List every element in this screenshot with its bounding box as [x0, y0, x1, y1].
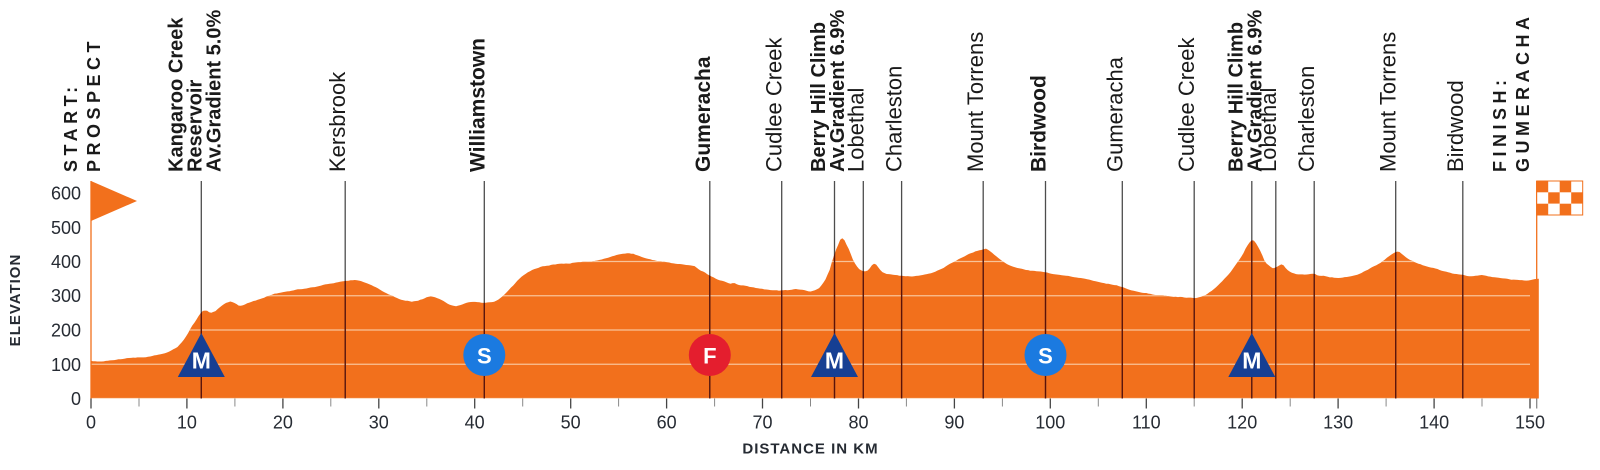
- svg-text:S: S: [1038, 344, 1053, 369]
- svg-text:Lobethal: Lobethal: [1256, 88, 1281, 172]
- svg-text:Mount Torrens: Mount Torrens: [963, 32, 988, 172]
- svg-text:200: 200: [51, 321, 81, 341]
- svg-text:GUMERACHA: GUMERACHA: [1513, 13, 1533, 173]
- svg-text:140: 140: [1419, 413, 1449, 433]
- svg-text:30: 30: [369, 413, 389, 433]
- svg-text:F: F: [703, 344, 716, 369]
- svg-text:110: 110: [1132, 413, 1161, 433]
- svg-text:40: 40: [465, 413, 485, 433]
- svg-text:Cudlee Creek: Cudlee Creek: [762, 36, 787, 172]
- svg-text:100: 100: [1035, 413, 1065, 433]
- svg-text:100: 100: [51, 355, 81, 375]
- svg-text:Charleston: Charleston: [1294, 66, 1319, 172]
- svg-text:0: 0: [86, 413, 96, 433]
- svg-text:Av.Gradient 5.0%: Av.Gradient 5.0%: [203, 10, 225, 172]
- svg-text:20: 20: [273, 413, 293, 433]
- svg-text:Mount Torrens: Mount Torrens: [1376, 32, 1401, 172]
- svg-text:Williamstown: Williamstown: [466, 38, 489, 172]
- svg-text:M: M: [192, 348, 211, 374]
- svg-text:M: M: [825, 348, 844, 374]
- svg-text:150: 150: [1515, 413, 1545, 433]
- svg-text:Birdwood: Birdwood: [1443, 80, 1468, 172]
- svg-text:0: 0: [71, 389, 81, 409]
- svg-text:90: 90: [944, 413, 964, 433]
- svg-text:Charleston: Charleston: [882, 66, 907, 172]
- svg-text:600: 600: [51, 184, 81, 204]
- svg-text:START:: START:: [61, 82, 81, 172]
- svg-text:50: 50: [561, 413, 581, 433]
- svg-text:ELEVATION: ELEVATION: [7, 254, 24, 347]
- svg-text:S: S: [477, 344, 492, 369]
- svg-text:400: 400: [51, 252, 81, 272]
- svg-text:PROSPECT: PROSPECT: [84, 37, 104, 172]
- svg-text:Gumeracha: Gumeracha: [692, 56, 715, 172]
- svg-text:FINISH:: FINISH:: [1490, 76, 1510, 173]
- svg-text:DISTANCE IN KM: DISTANCE IN KM: [742, 441, 878, 458]
- svg-text:70: 70: [752, 413, 772, 433]
- svg-text:M: M: [1242, 348, 1261, 374]
- svg-text:60: 60: [657, 413, 677, 433]
- svg-text:300: 300: [51, 286, 81, 306]
- svg-text:80: 80: [848, 413, 868, 433]
- svg-text:500: 500: [51, 218, 81, 238]
- svg-text:120: 120: [1227, 413, 1257, 433]
- svg-text:Lobethal: Lobethal: [843, 88, 868, 172]
- svg-text:130: 130: [1323, 413, 1353, 433]
- svg-text:Cudlee Creek: Cudlee Creek: [1174, 36, 1199, 172]
- svg-text:Kersbrook: Kersbrook: [325, 71, 350, 172]
- svg-text:Birdwood: Birdwood: [1028, 75, 1051, 172]
- svg-text:10: 10: [177, 413, 197, 433]
- svg-text:Gumeracha: Gumeracha: [1102, 56, 1127, 172]
